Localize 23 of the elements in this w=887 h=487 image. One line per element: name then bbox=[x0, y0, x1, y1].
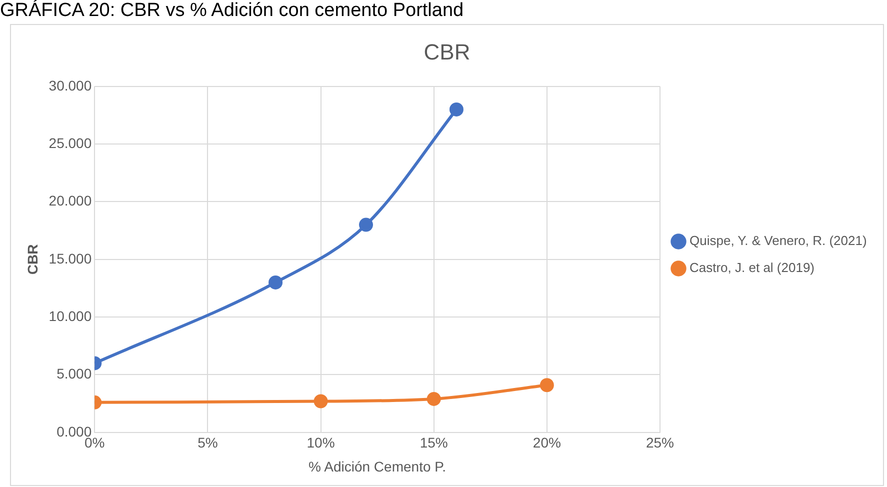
point bbox=[314, 394, 328, 408]
y-axis-title: CBR bbox=[24, 244, 40, 275]
legend-label: Quispe, Y. & Venero, R. (2021) bbox=[690, 233, 867, 248]
y-tick-label: 5.000 bbox=[56, 366, 92, 382]
point bbox=[268, 275, 283, 290]
x-tick-label: 10% bbox=[306, 434, 335, 451]
point bbox=[540, 378, 554, 392]
x-tick-label: 20% bbox=[532, 434, 561, 451]
legend-label: Castro, J. et al (2019) bbox=[690, 260, 814, 276]
point bbox=[449, 102, 464, 116]
y-tick-label: 15.000 bbox=[48, 250, 92, 266]
y-tick-label: 10.000 bbox=[48, 308, 92, 324]
x-tick-label: 5% bbox=[198, 434, 218, 451]
y-tick-label: 0.000 bbox=[56, 423, 92, 440]
point bbox=[359, 218, 374, 232]
y-tick-label: 30.000 bbox=[48, 77, 92, 94]
point bbox=[426, 392, 441, 406]
y-tick-label: 20.000 bbox=[48, 192, 92, 209]
y-tick-label: 25.000 bbox=[48, 134, 92, 151]
x-tick-label: 25% bbox=[646, 434, 674, 451]
x-tick-label: 15% bbox=[420, 434, 448, 451]
x-axis-title: % Adición Cemento P. bbox=[308, 458, 446, 474]
chart-title: CBR bbox=[424, 39, 470, 64]
